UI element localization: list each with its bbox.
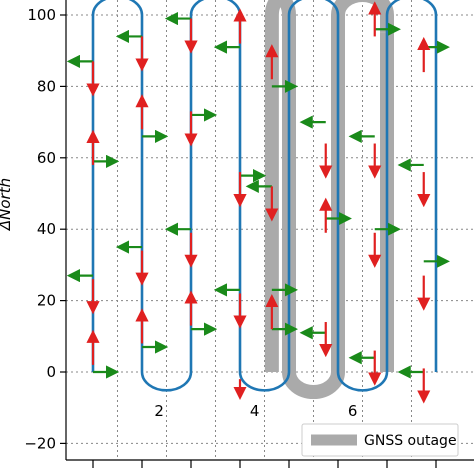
y-tick-label: 100 [27,6,56,24]
trajectory-path [91,0,438,392]
y-tick-label: 0 [46,363,56,381]
trajectory-line [91,0,438,392]
y-tick-label: 40 [37,220,56,238]
y-axis-label: ΔNorth [0,178,14,231]
x-tick-label: 4 [250,402,260,420]
heading-arrows [66,1,450,404]
gnss-outage-segment [264,0,394,399]
x-tick-label: 6 [348,402,358,420]
y-tick-label: 80 [37,77,56,95]
y-tick-label: −20 [24,434,56,452]
y-tick-label: 60 [37,149,56,167]
legend-outage-label: GNSS outage [364,433,457,449]
legend: GNSS outage [301,423,459,457]
legend-frame [301,423,459,457]
axes: 100 80 60 40 20 0 −20 2 4 6 [24,0,474,468]
x-tick-label: 2 [154,402,164,420]
y-tick-label: 20 [37,292,56,310]
